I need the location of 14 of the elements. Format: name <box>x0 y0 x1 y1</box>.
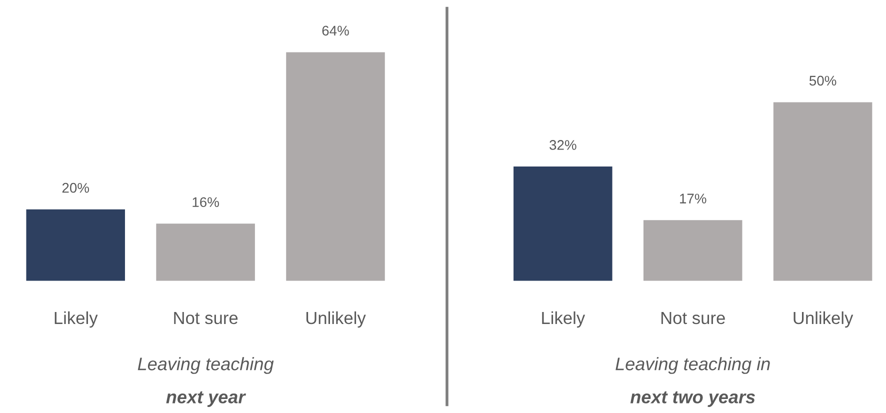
x-tick-label: Not sure <box>174 312 238 324</box>
x-tick-label: Unlikely <box>306 311 366 328</box>
data-label: 17% <box>680 194 706 204</box>
x-tick-label: Likely <box>542 311 586 328</box>
x-tick-label: Not sure <box>661 312 725 324</box>
data-label: 50% <box>809 76 836 86</box>
data-label: 20% <box>62 182 90 193</box>
data-label: 16% <box>192 197 219 208</box>
x-tick-label: Likely <box>54 311 98 328</box>
x-axis-title: Leaving teaching in next two years <box>616 357 770 407</box>
data-label: 32% <box>550 140 576 150</box>
x-axis-title: Leaving teaching next year <box>138 357 274 407</box>
x-tick-label: Unlikely <box>794 311 854 328</box>
data-label: 64% <box>322 26 349 36</box>
